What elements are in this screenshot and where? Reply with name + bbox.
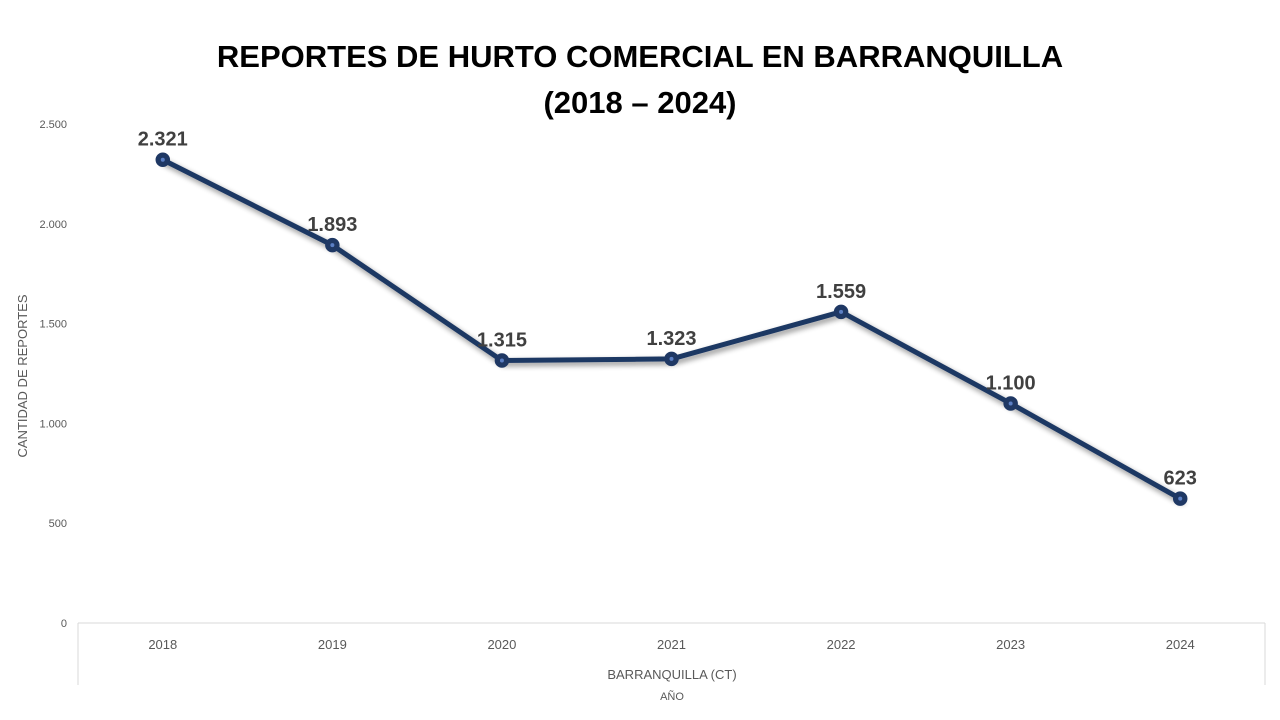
data-point-marker-center [1008,401,1013,406]
data-label: 1.100 [986,372,1036,394]
chart-title-line-1: REPORTES DE HURTO COMERCIAL EN BARRANQUI… [217,39,1063,74]
x-axis-title: AÑO [660,690,684,703]
x-tick-label: 2021 [657,637,686,652]
data-point-marker-center [499,358,504,363]
y-axis-ticks: 0 500 1.000 1.500 2.000 2.500 [39,119,67,630]
chart-title-line-2: (2018 – 2024) [543,85,736,120]
y-tick-label: 2.000 [39,219,67,231]
y-tick-label: 2.500 [39,119,67,131]
x-group-label: BARRANQUILLA (CT) [607,667,736,682]
data-label: 2.321 [138,129,188,151]
data-label: 1.315 [477,330,527,352]
y-tick-label: 1.500 [39,319,67,331]
data-point-marker-center [839,309,844,314]
x-tick-label: 2019 [318,637,347,652]
x-tick-label: 2018 [148,637,177,652]
series-layer [155,152,1188,506]
data-label: 623 [1164,468,1197,490]
data-point-marker-center [160,157,165,162]
x-axis-ticks: 2018 2019 2020 2021 2022 2023 2024 [148,637,1194,652]
y-tick-label: 1.000 [39,418,67,430]
x-tick-label: 2022 [827,637,856,652]
x-tick-label: 2020 [487,637,516,652]
data-label: 1.893 [307,214,357,236]
x-tick-label: 2023 [996,637,1025,652]
data-point-marker-center [669,356,674,361]
y-tick-label: 0 [61,618,67,630]
y-axis-title: CANTIDAD DE REPORTES [15,294,30,457]
data-point-marker-center [330,243,335,248]
data-labels-layer: 2.321 1.893 1.315 1.323 1.559 1.100 623 [138,129,1197,490]
data-label: 1.559 [816,281,866,303]
data-label: 1.323 [646,328,696,350]
data-point-marker-center [1178,496,1183,501]
y-tick-label: 500 [49,518,67,530]
x-tick-label: 2024 [1166,637,1195,652]
